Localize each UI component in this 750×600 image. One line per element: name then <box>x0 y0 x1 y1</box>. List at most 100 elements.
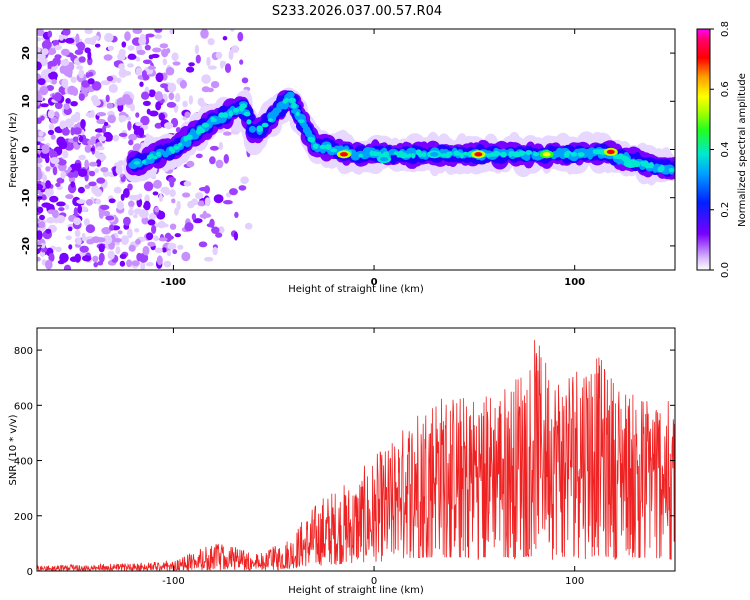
ridge-blob <box>289 97 296 104</box>
ridge-blob <box>133 161 140 165</box>
noise-speckle <box>74 229 81 238</box>
noise-speckle <box>146 232 154 241</box>
ridge-blob <box>521 151 526 155</box>
ridge-blob <box>222 112 229 118</box>
noise-speckle <box>109 224 115 231</box>
noise-speckle <box>108 83 119 93</box>
snr-plot-area <box>37 339 675 571</box>
noise-speckle <box>47 129 55 136</box>
noise-speckle <box>150 53 160 59</box>
ridge-blob <box>286 91 295 99</box>
noise-speckle <box>141 91 150 100</box>
noise-speckle <box>103 54 113 61</box>
noise-speckle <box>103 121 109 127</box>
noise-speckle <box>37 29 44 34</box>
noise-speckle <box>123 188 130 198</box>
noise-speckle <box>115 246 121 255</box>
noise-speckle <box>128 200 135 207</box>
noise-speckle <box>240 176 249 184</box>
noise-speckle <box>119 253 127 260</box>
noise-speckle <box>154 122 163 129</box>
x-tick-label: -100 <box>161 277 186 288</box>
noise-speckle <box>131 260 140 267</box>
ridge-blob <box>577 152 585 158</box>
noise-speckle <box>55 246 62 252</box>
noise-speckle <box>152 47 162 53</box>
noise-speckle <box>100 167 109 173</box>
noise-speckle <box>141 216 149 225</box>
colorbar-tick-label: 0.0 <box>720 262 731 278</box>
noise-speckle <box>45 68 52 74</box>
noise-speckle <box>165 66 175 76</box>
noise-speckle <box>88 161 98 167</box>
noise-speckle <box>39 86 49 96</box>
noise-speckle <box>78 56 86 63</box>
noise-speckle <box>78 69 85 79</box>
noise-speckle <box>41 144 50 155</box>
noise-speckle <box>234 211 239 218</box>
noise-speckle <box>127 116 131 121</box>
noise-speckle <box>164 122 174 130</box>
noise-speckle <box>169 189 176 198</box>
ridge-blob <box>233 108 240 113</box>
ridge-blob <box>178 142 183 147</box>
noise-speckle <box>87 50 92 61</box>
noise-speckle <box>119 260 126 267</box>
noise-speckle <box>63 264 72 270</box>
ridge-blob <box>156 151 162 157</box>
noise-speckle <box>67 226 73 232</box>
noise-speckle <box>67 172 76 178</box>
ridge-blob <box>246 119 252 125</box>
spectral-peak <box>427 150 442 159</box>
noise-speckle <box>183 180 192 187</box>
noise-speckle <box>138 127 145 138</box>
noise-speckle <box>123 70 132 76</box>
noise-speckle <box>169 223 177 230</box>
x-tick-label: 100 <box>564 277 585 288</box>
noise-speckle <box>85 224 96 234</box>
noise-speckle <box>93 262 98 268</box>
noise-speckle <box>79 245 89 253</box>
noise-speckle <box>204 197 211 207</box>
noise-speckle <box>37 218 40 223</box>
noise-speckle <box>98 252 105 263</box>
noise-speckle <box>37 61 42 71</box>
noise-speckle <box>92 35 100 41</box>
noise-speckle <box>120 235 129 246</box>
noise-speckle <box>200 29 209 39</box>
noise-speckle <box>61 48 70 56</box>
spectrogram-plot-area <box>37 29 675 270</box>
noise-speckle <box>73 127 82 135</box>
noise-speckle <box>47 60 58 67</box>
noise-speckle <box>228 50 234 60</box>
noise-speckle <box>58 85 68 95</box>
noise-speckle <box>206 87 214 93</box>
noise-speckle <box>78 154 86 161</box>
noise-speckle <box>92 99 101 107</box>
ridge-blob <box>144 157 155 164</box>
noise-speckle <box>143 200 151 211</box>
noise-speckle <box>166 48 171 54</box>
noise-speckle <box>127 45 135 51</box>
noise-speckle <box>106 75 114 82</box>
noise-speckle <box>142 59 152 65</box>
noise-speckle <box>55 182 61 187</box>
noise-speckle <box>222 36 228 41</box>
noise-speckle <box>145 262 154 267</box>
noise-speckle <box>45 166 51 172</box>
noise-speckle <box>204 256 214 262</box>
noise-speckle <box>161 247 167 253</box>
ridge-blob <box>446 151 453 156</box>
noise-speckle <box>54 102 63 110</box>
noise-speckle <box>56 216 63 223</box>
noise-speckle <box>57 159 67 166</box>
noise-speckle <box>181 251 191 262</box>
y-tick-label: 400 <box>14 457 33 468</box>
noise-speckle <box>37 37 42 42</box>
noise-speckle <box>132 194 141 201</box>
ridge-blob <box>330 148 338 153</box>
noise-speckle <box>163 260 172 268</box>
ridge-blob <box>411 153 416 159</box>
noise-speckle <box>132 29 143 34</box>
